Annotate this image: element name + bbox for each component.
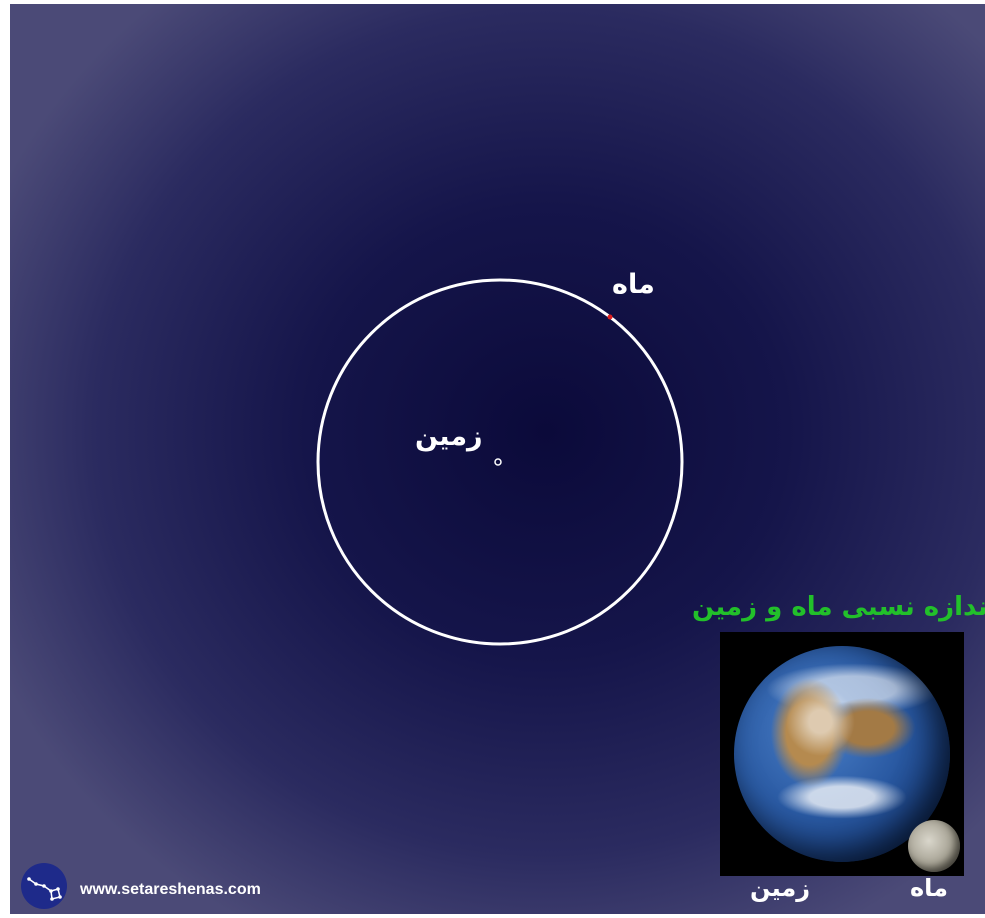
space-background: ماه زمین اندازه نسبی ماه و زمین زمین ماه… <box>10 4 985 914</box>
earth-label: زمین <box>415 421 483 452</box>
earth-image <box>734 646 950 862</box>
relative-size-photo <box>720 632 964 876</box>
moon-image <box>908 820 960 872</box>
relative-size-title: اندازه نسبی ماه و زمین <box>692 592 985 622</box>
moon-label: ماه <box>612 269 655 300</box>
earth-dot <box>494 458 502 466</box>
constellation-icon <box>21 863 67 909</box>
moon-dot <box>607 314 613 320</box>
orbit-diagram <box>316 278 684 646</box>
moon-orbit <box>316 278 684 646</box>
earth-caption: زمین <box>750 874 811 902</box>
moon-caption: ماه <box>910 874 949 902</box>
website-link[interactable]: www.setareshenas.com <box>80 881 261 898</box>
